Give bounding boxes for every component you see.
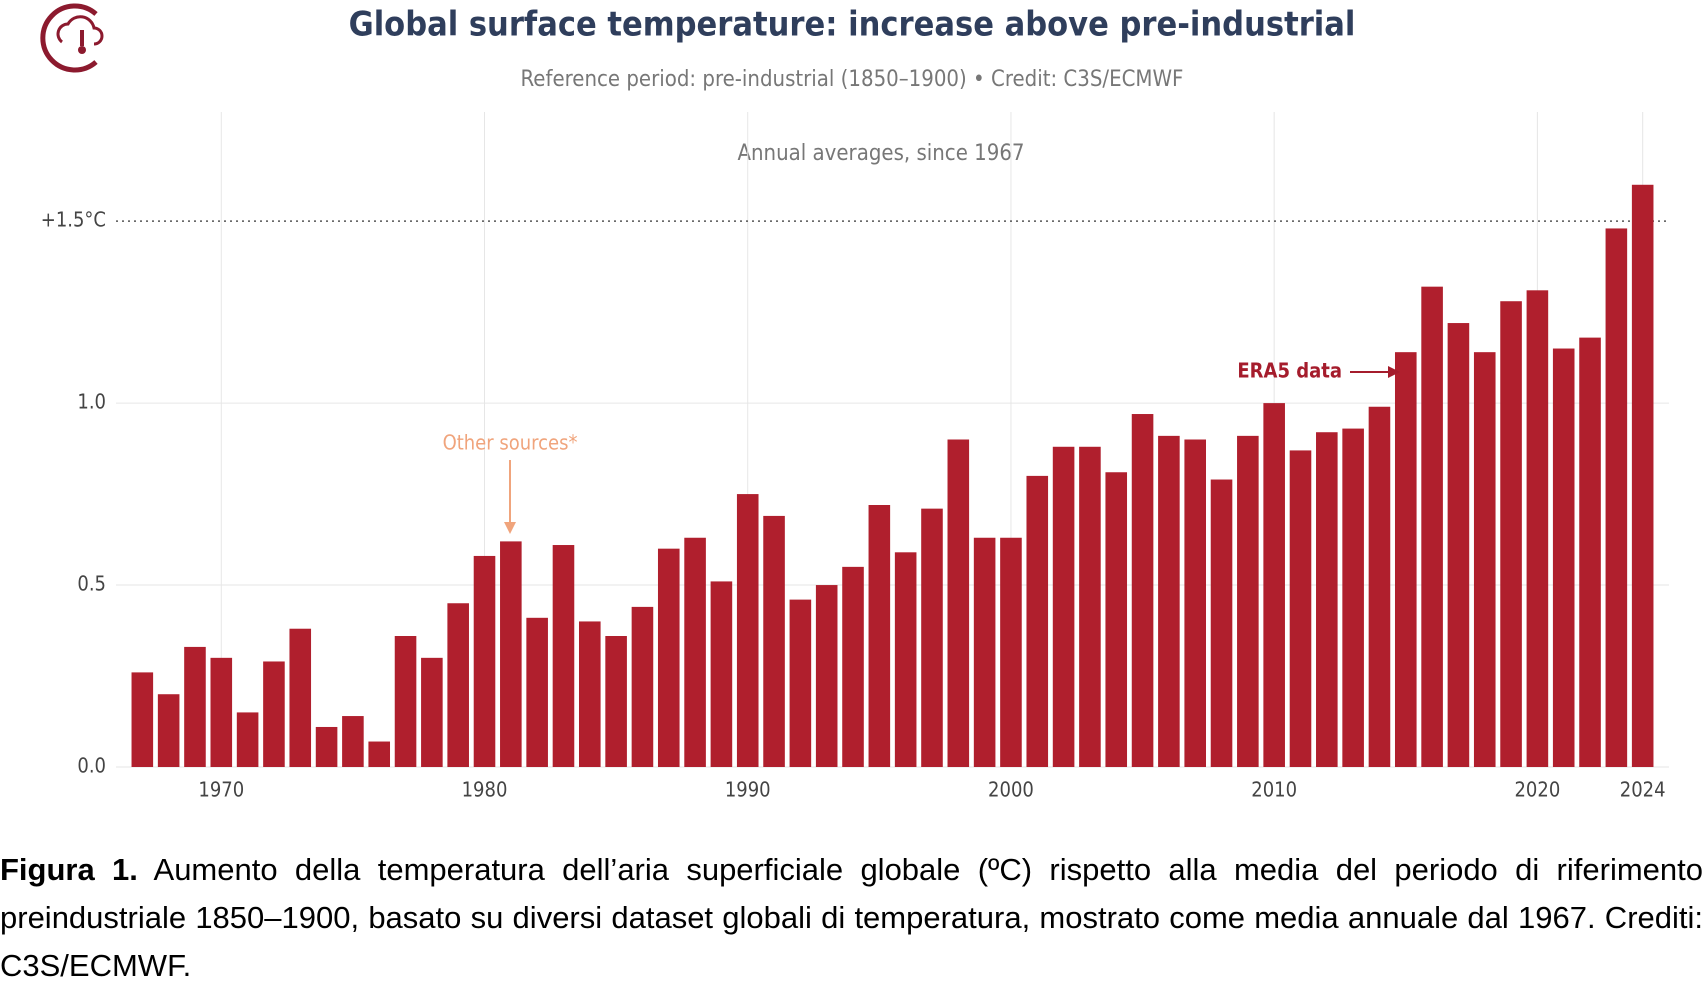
bar: [236, 712, 259, 767]
bar: [1158, 435, 1180, 767]
bar: [815, 585, 838, 767]
bar: [1552, 348, 1575, 767]
bar: [447, 603, 469, 767]
logo: [40, 3, 104, 73]
bar: [473, 555, 496, 767]
x-tick-label: 2024: [1620, 778, 1666, 802]
bar: [1289, 450, 1312, 767]
bar: [736, 494, 759, 767]
caption-label: Figura 1.: [0, 852, 138, 887]
bar: [842, 566, 864, 767]
bar: [1105, 472, 1128, 767]
bar: [342, 716, 364, 767]
x-tick-label: 1990: [725, 778, 771, 802]
x-tick-label: 2000: [988, 778, 1034, 802]
bar: [1579, 337, 1601, 767]
bar: [947, 439, 970, 767]
bar: [605, 636, 627, 767]
bar: [526, 617, 548, 767]
bar: [157, 694, 180, 767]
bar: [789, 599, 812, 767]
caption-text: Aumento della temperatura dell’aria supe…: [0, 852, 1703, 983]
bar: [131, 672, 154, 767]
bar: [1000, 537, 1022, 767]
bar: [1026, 475, 1049, 767]
bar: [1605, 228, 1628, 767]
bar: [1394, 352, 1417, 767]
bar: [1421, 286, 1443, 767]
bar: [552, 545, 575, 767]
bar: [631, 606, 654, 767]
bar: [973, 537, 996, 767]
bar: [210, 657, 233, 767]
bar: [921, 508, 943, 767]
bar: [894, 552, 917, 767]
bar: [710, 581, 733, 767]
bar: [1263, 403, 1285, 767]
bar: [763, 515, 785, 767]
y-tick-label: +1.5°C: [41, 208, 106, 232]
bar: [1210, 479, 1233, 767]
caption: Figura 1. Aumento della temperatura dell…: [0, 846, 1703, 990]
bar: [500, 541, 522, 767]
plot-area: 1970 1980 1990 2000 2010 2020 2024 0.0 0.5 1.0 +1.…: [41, 112, 1669, 802]
bar: [315, 726, 338, 767]
annotation: ERA5 data: [1237, 359, 1342, 383]
bar: [394, 636, 417, 767]
x-tick-label: 2020: [1514, 778, 1560, 802]
bar: [421, 657, 443, 767]
x-tick-label: 2010: [1251, 778, 1297, 802]
y-tick-label: 0.0: [77, 754, 106, 778]
bar: [1631, 184, 1654, 767]
bar: [579, 621, 601, 767]
bar: [263, 661, 285, 767]
y-tick-label: 0.5: [77, 572, 106, 596]
bar: [289, 628, 312, 767]
chart-title: Global surface temperature: increase abo…: [349, 5, 1356, 45]
annotation-arrow: [1350, 366, 1400, 378]
bar: [1316, 432, 1338, 767]
bar: [1237, 435, 1259, 767]
bar: [1079, 446, 1101, 767]
annotation: Other sources*: [443, 431, 578, 455]
bar: [1526, 290, 1549, 767]
annotation: Annual averages, since 1967: [737, 141, 1024, 166]
bar: [1342, 428, 1364, 767]
bar: [684, 537, 706, 767]
bar: [1131, 414, 1154, 767]
chart-subtitle: Reference period: pre-industrial (1850–1…: [521, 67, 1184, 92]
bar: [868, 505, 891, 767]
annotation-arrow: [504, 460, 516, 534]
bar: [1368, 406, 1391, 767]
bar: [1473, 352, 1496, 767]
bar: [1052, 446, 1075, 767]
bar: [184, 646, 206, 767]
bar: [657, 548, 680, 767]
chart: Global surface temperature: increase abo…: [40, 3, 1669, 802]
x-tick-label: 1970: [198, 778, 244, 802]
bar: [1184, 439, 1206, 767]
bar: [1447, 323, 1470, 767]
x-tick-label: 1980: [462, 778, 508, 802]
bar: [368, 741, 391, 767]
bar: [1500, 301, 1522, 767]
y-tick-label: 1.0: [77, 390, 106, 414]
